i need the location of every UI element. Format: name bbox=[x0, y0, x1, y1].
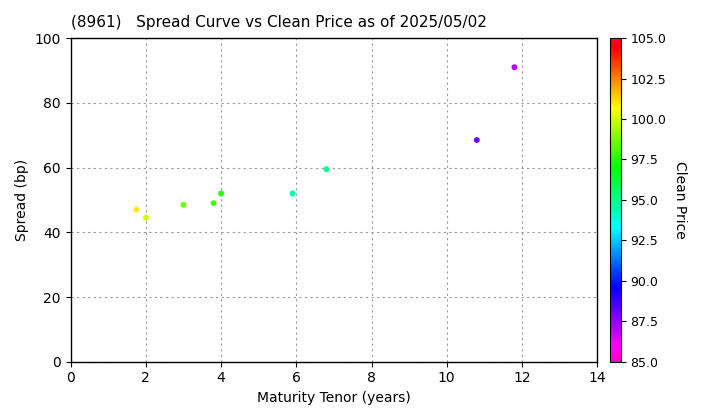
Point bbox=[320, 166, 332, 173]
Point bbox=[287, 190, 298, 197]
Point bbox=[131, 206, 143, 213]
Y-axis label: Spread (bp): Spread (bp) bbox=[15, 159, 29, 241]
Text: (8961)   Spread Curve vs Clean Price as of 2025/05/02: (8961) Spread Curve vs Clean Price as of… bbox=[71, 15, 487, 30]
Point bbox=[178, 202, 189, 208]
Point bbox=[471, 136, 482, 143]
Point bbox=[208, 200, 220, 207]
X-axis label: Maturity Tenor (years): Maturity Tenor (years) bbox=[257, 391, 411, 405]
Y-axis label: Clean Price: Clean Price bbox=[673, 161, 687, 239]
Point bbox=[508, 64, 520, 71]
Point bbox=[215, 190, 227, 197]
Point bbox=[140, 214, 152, 221]
